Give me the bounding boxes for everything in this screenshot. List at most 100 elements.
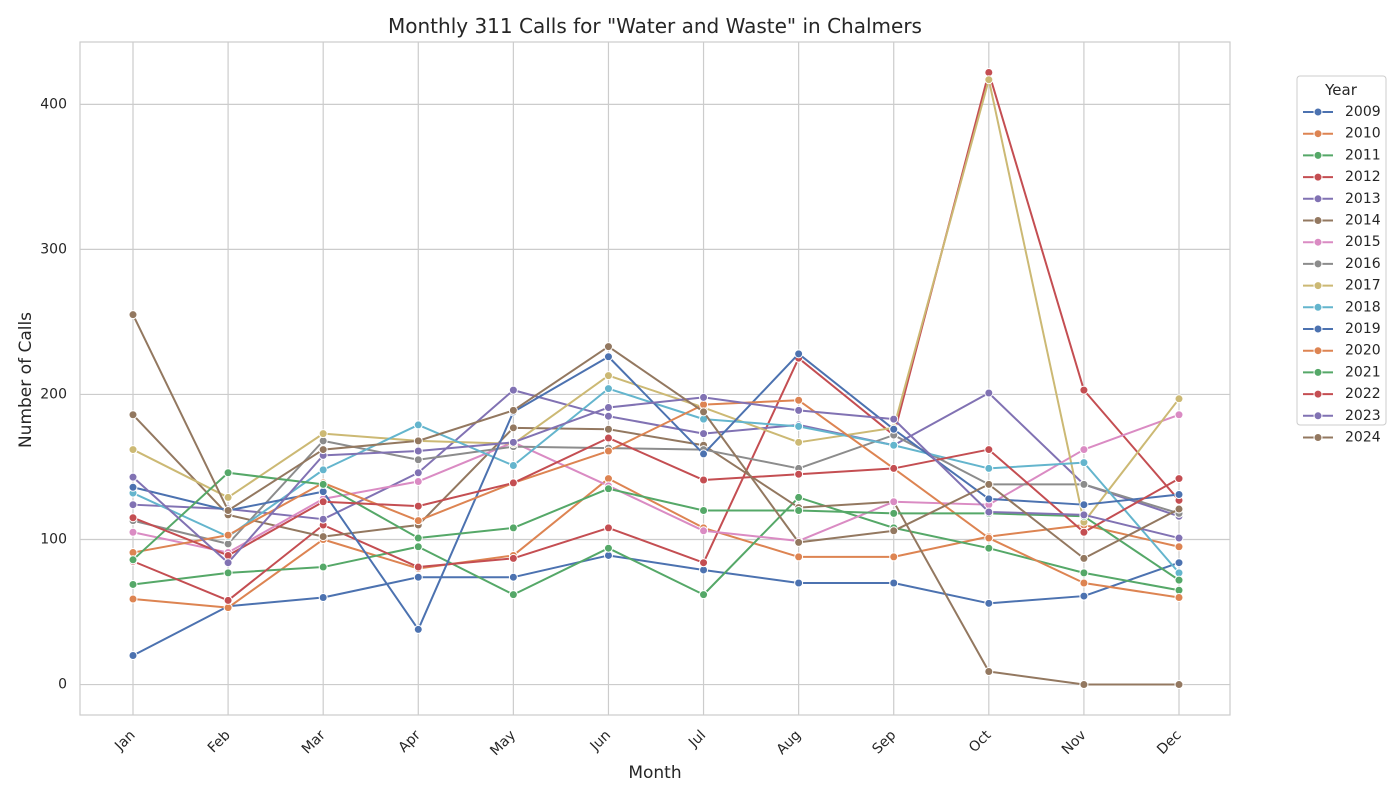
x-tick-label: Jun bbox=[587, 727, 614, 754]
series-line bbox=[132, 71, 1180, 602]
data-point bbox=[128, 310, 138, 320]
data-point bbox=[603, 446, 613, 456]
legend-item-2021: 2021 bbox=[1303, 364, 1381, 380]
legend-label: 2019 bbox=[1345, 321, 1381, 337]
legend-marker bbox=[1313, 389, 1323, 399]
data-point bbox=[603, 352, 613, 362]
data-point bbox=[128, 527, 138, 537]
data-point bbox=[1079, 680, 1089, 690]
data-point bbox=[889, 424, 899, 434]
legend-item-2013: 2013 bbox=[1303, 191, 1381, 207]
x-tick-label: Apr bbox=[395, 727, 424, 756]
legend-label: 2013 bbox=[1345, 191, 1381, 207]
y-axis-label: Number of Calls bbox=[16, 312, 36, 448]
data-point bbox=[1174, 680, 1184, 690]
legend-label: 2016 bbox=[1345, 256, 1381, 272]
data-point bbox=[508, 572, 518, 582]
series-layer bbox=[128, 67, 1184, 690]
legend-label: 2020 bbox=[1345, 343, 1381, 359]
data-point bbox=[128, 579, 138, 589]
data-point bbox=[794, 578, 804, 588]
data-point bbox=[223, 530, 233, 540]
legend-marker bbox=[1313, 194, 1323, 204]
legend-marker bbox=[1313, 433, 1323, 442]
data-point bbox=[128, 651, 138, 661]
data-point bbox=[794, 469, 804, 479]
series-line bbox=[132, 471, 1180, 581]
series-line bbox=[132, 477, 1180, 609]
data-point bbox=[128, 472, 138, 482]
y-tick-labels: 0 100 200 300 400 bbox=[40, 96, 67, 692]
data-point bbox=[889, 414, 899, 424]
data-point bbox=[699, 505, 709, 515]
data-point bbox=[1079, 591, 1089, 601]
series-line bbox=[132, 436, 1180, 557]
data-point bbox=[1079, 527, 1089, 537]
data-point bbox=[889, 526, 899, 536]
x-tick-label: Dec bbox=[1154, 727, 1184, 757]
data-point bbox=[984, 666, 994, 676]
legend-label: 2021 bbox=[1345, 364, 1381, 380]
data-point bbox=[413, 468, 423, 478]
data-point bbox=[794, 349, 804, 359]
data-point bbox=[318, 445, 328, 455]
data-point bbox=[699, 475, 709, 485]
series-line bbox=[132, 396, 1180, 564]
data-point bbox=[413, 446, 423, 456]
data-point bbox=[508, 461, 518, 471]
legend-marker bbox=[1313, 367, 1323, 377]
series-2018 bbox=[128, 384, 1184, 578]
data-point bbox=[223, 595, 233, 605]
data-point bbox=[984, 507, 994, 517]
data-point bbox=[889, 508, 899, 518]
data-point bbox=[413, 436, 423, 446]
legend-item-2020: 2020 bbox=[1303, 343, 1381, 359]
legend-label: 2022 bbox=[1345, 386, 1381, 402]
data-point bbox=[1079, 578, 1089, 588]
series-line bbox=[132, 554, 1180, 657]
data-point bbox=[508, 437, 518, 447]
data-point bbox=[984, 494, 994, 504]
data-point bbox=[984, 533, 994, 543]
data-point bbox=[223, 568, 233, 578]
legend-item-2022: 2022 bbox=[1303, 386, 1381, 402]
y-tick-label: 200 bbox=[40, 386, 67, 402]
data-point bbox=[1174, 533, 1184, 543]
y-tick-label: 400 bbox=[40, 96, 67, 112]
series-line bbox=[132, 387, 1180, 574]
legend-marker bbox=[1313, 411, 1323, 421]
data-point bbox=[128, 445, 138, 455]
series-2009 bbox=[128, 550, 1184, 661]
data-point bbox=[413, 501, 423, 511]
series-line bbox=[132, 389, 1180, 521]
data-point bbox=[413, 624, 423, 634]
data-point bbox=[889, 440, 899, 450]
legend-marker bbox=[1313, 346, 1323, 356]
data-point bbox=[508, 523, 518, 533]
data-point bbox=[794, 505, 804, 515]
data-point bbox=[318, 465, 328, 475]
legend-label: 2015 bbox=[1345, 234, 1381, 250]
data-point bbox=[1174, 575, 1184, 585]
data-point bbox=[413, 542, 423, 552]
legend-frame bbox=[1296, 75, 1387, 426]
legend-marker bbox=[1313, 302, 1323, 312]
data-point bbox=[413, 572, 423, 582]
data-point bbox=[508, 478, 518, 488]
data-point bbox=[699, 590, 709, 600]
data-point bbox=[699, 407, 709, 417]
data-point bbox=[223, 492, 233, 502]
data-point bbox=[1079, 458, 1089, 468]
legend-item-2019: 2019 bbox=[1303, 321, 1381, 337]
data-point bbox=[413, 562, 423, 572]
data-point bbox=[508, 385, 518, 395]
legend-marker bbox=[1313, 172, 1323, 182]
data-point bbox=[794, 537, 804, 547]
data-point bbox=[128, 513, 138, 523]
data-point bbox=[508, 405, 518, 415]
x-tick-label: Sep bbox=[869, 727, 899, 757]
data-point bbox=[223, 468, 233, 478]
x-tick-label: Jan bbox=[111, 727, 138, 754]
y-tick-label: 300 bbox=[40, 241, 67, 257]
